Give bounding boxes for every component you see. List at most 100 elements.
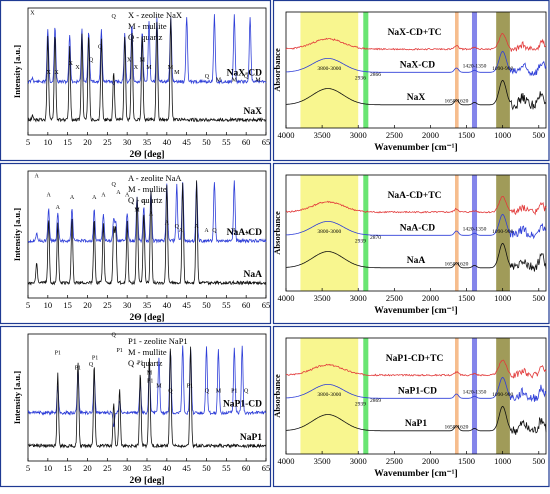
peak-label: A <box>56 205 61 211</box>
x-tick-label: 5 <box>26 300 30 310</box>
x-tick-label: 30 <box>123 463 132 473</box>
series-label: NaA-CD <box>400 224 435 234</box>
legend-entry: X - zeolite NaX <box>128 10 182 20</box>
peak-label: P1 <box>231 388 237 394</box>
series-line <box>27 14 267 86</box>
plot-area <box>285 337 547 455</box>
series-line <box>286 242 547 272</box>
x-tick-label: 2500 <box>386 456 403 466</box>
band-label: 2866 <box>370 72 381 78</box>
legend-entry: M - mullite <box>128 184 167 194</box>
peak-label: Q <box>112 14 117 20</box>
x-tick-label: 45 <box>182 300 191 310</box>
plot-area <box>285 11 547 129</box>
x-tick-label: 20 <box>83 137 92 147</box>
x-tick-label: 4000 <box>278 130 295 140</box>
band-label: 1420-1350 <box>463 227 487 233</box>
peak-label: P1 <box>147 378 153 384</box>
x-tick-label: 500 <box>532 293 545 303</box>
series-line <box>27 18 267 123</box>
legend-entry: Q - quartz <box>128 32 163 42</box>
peak-label: M <box>168 65 174 71</box>
series-label: NaA-CD <box>227 228 262 238</box>
x-tick-label: 55 <box>222 463 231 473</box>
absorption-band <box>363 338 369 454</box>
absorption-band <box>300 338 359 454</box>
panel-frame <box>272 162 550 325</box>
series-line <box>285 359 547 379</box>
series-line <box>285 50 547 77</box>
x-tick-label: 50 <box>202 137 211 147</box>
x-tick-label: 1500 <box>458 130 475 140</box>
x-tick-label: 3000 <box>350 293 367 303</box>
peak-label: Q <box>205 388 210 394</box>
series-line <box>285 213 546 240</box>
x-tick-label: 15 <box>63 137 72 147</box>
plot-area <box>285 174 547 292</box>
series-label: NaX <box>407 93 426 103</box>
peak-label: Q <box>98 45 103 51</box>
x-tick-label: 3000 <box>350 456 367 466</box>
x-tick-label: 50 <box>202 300 211 310</box>
band-label: 1650-1620 <box>445 424 469 430</box>
absorption-band <box>455 175 459 291</box>
x-axis-label: 2Θ [deg] <box>129 476 164 486</box>
band-label: 1420-1350 <box>463 390 487 396</box>
x-axis-label: 2Θ [deg] <box>129 150 164 160</box>
peak-label: Q <box>112 333 117 339</box>
series-label: NaA <box>244 270 263 280</box>
peak-label: X <box>134 65 139 71</box>
peak-label: A <box>232 228 237 234</box>
peak-label: A <box>92 195 97 201</box>
peak-label: M <box>134 208 140 214</box>
x-tick-label: 20 <box>83 300 92 310</box>
peak-label: P1 <box>92 355 98 361</box>
x-tick-label: 15 <box>63 463 72 473</box>
band-label: 1090-900 <box>492 229 513 235</box>
peak-label: A <box>35 173 40 179</box>
peak-label: Q <box>244 388 249 394</box>
peak-label: M <box>245 231 251 237</box>
x-tick-label: 500 <box>532 130 545 140</box>
x-tick-label: 3500 <box>314 130 331 140</box>
series-line <box>286 79 547 111</box>
peak-label: A <box>204 228 209 234</box>
x-tick-label: 500 <box>532 456 545 466</box>
absorption-band <box>455 338 459 454</box>
x-tick-label: 60 <box>242 300 251 310</box>
series-line <box>285 32 547 52</box>
peak-label: A <box>125 192 130 198</box>
x-tick-label: 30 <box>123 300 132 310</box>
x-tick-label: 65 <box>262 463 271 473</box>
peak-label: P1 <box>116 348 122 354</box>
legend-entry: Q - quartz <box>128 195 163 205</box>
peak-label: M <box>140 57 146 63</box>
band-label: 2939 <box>355 401 366 407</box>
x-tick-label: 3500 <box>314 293 331 303</box>
y-axis-label: Absorbance <box>272 374 282 418</box>
peak-label: X <box>127 57 132 63</box>
legend-entry: Q - quartz <box>128 358 163 368</box>
series-line <box>285 376 547 403</box>
panel-frame <box>0 325 272 488</box>
x-tick-label: 2500 <box>386 130 403 140</box>
peak-label: M <box>216 388 222 394</box>
peak-label: A <box>165 220 170 226</box>
series-label: NaX <box>244 107 263 117</box>
x-tick-label: 2500 <box>386 293 403 303</box>
x-axis-label: Wavenumber [cm⁻¹] <box>374 469 457 479</box>
legend-entry: M - mullite <box>128 347 167 357</box>
band-label: 2936 <box>355 75 366 81</box>
band-label: 2870 <box>370 235 381 241</box>
x-tick-label: 2000 <box>422 293 439 303</box>
series-line <box>27 346 267 449</box>
series-label: NaP1-CD+TC <box>386 354 444 364</box>
peak-label: A <box>116 190 121 196</box>
band-label: 3800-3000 <box>317 392 341 398</box>
x-tick-label: 2000 <box>422 130 439 140</box>
absorption-band <box>363 175 369 291</box>
x-tick-label: 5 <box>26 463 30 473</box>
peak-label: Q <box>112 182 117 188</box>
x-tick-label: 1500 <box>458 456 475 466</box>
